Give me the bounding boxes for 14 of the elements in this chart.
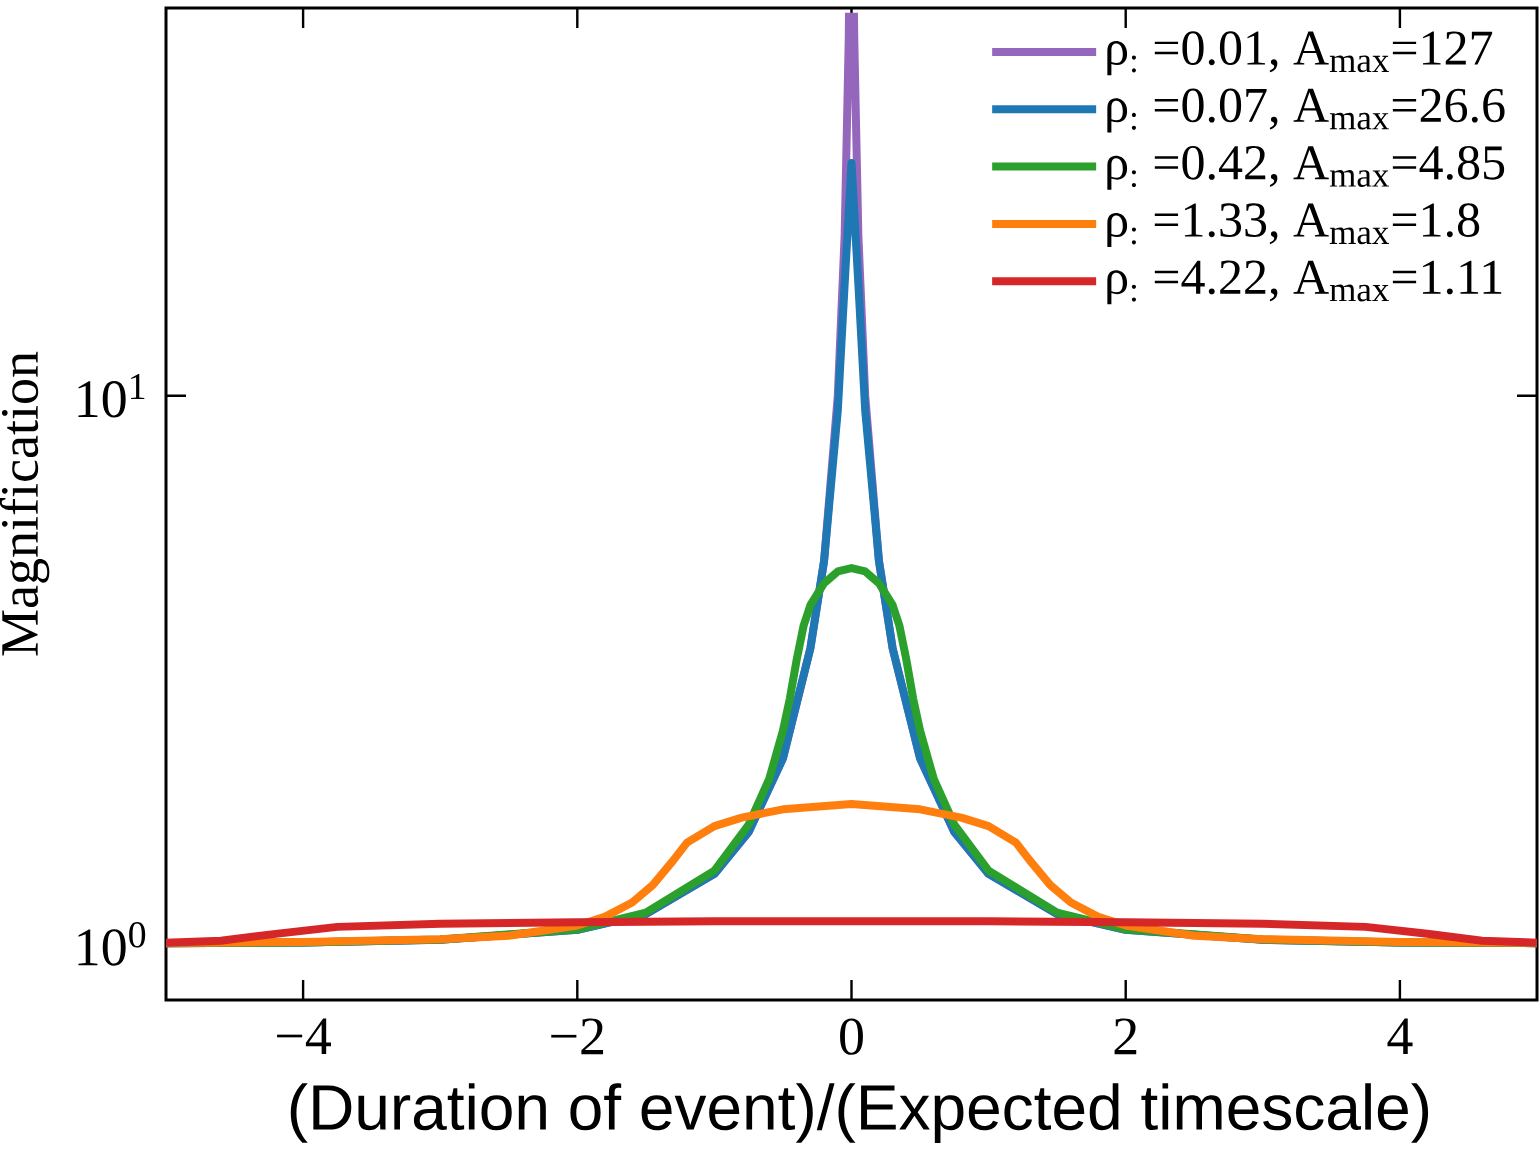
y-tick-label: 10$^{0}$ [78, 922, 146, 966]
y-axis-title: Magnification [0, 351, 50, 656]
x-tick-label: −4 [277, 1018, 331, 1054]
y-tick-label: 10$^{1}$ [78, 374, 145, 418]
x-axis-title: (Duration of event)/(Expected timescale) [290, 1083, 1429, 1143]
x-tick-label: 0 [840, 1018, 863, 1055]
x-tick-label: −2 [551, 1018, 604, 1055]
x-tick-label: 2 [1114, 1018, 1137, 1055]
legend-label: ρ$_{:}$ =0.42, A$_{max}$=4.85 [1107, 145, 1505, 190]
legend-label: ρ$_{:}$ =1.33, A$_{max}$=1.8 [1107, 203, 1480, 248]
legend-label: ρ$_{:}$ =0.01, A$_{max}$=127 [1107, 31, 1493, 76]
legend-label: ρ$_{:}$ =0.07, A$_{max}$=26.6 [1107, 88, 1505, 133]
x-tick-label: 4 [1387, 1018, 1413, 1054]
legend-label: ρ$_{:}$ =4.22, A$_{max}$=1.11 [1107, 260, 1502, 305]
